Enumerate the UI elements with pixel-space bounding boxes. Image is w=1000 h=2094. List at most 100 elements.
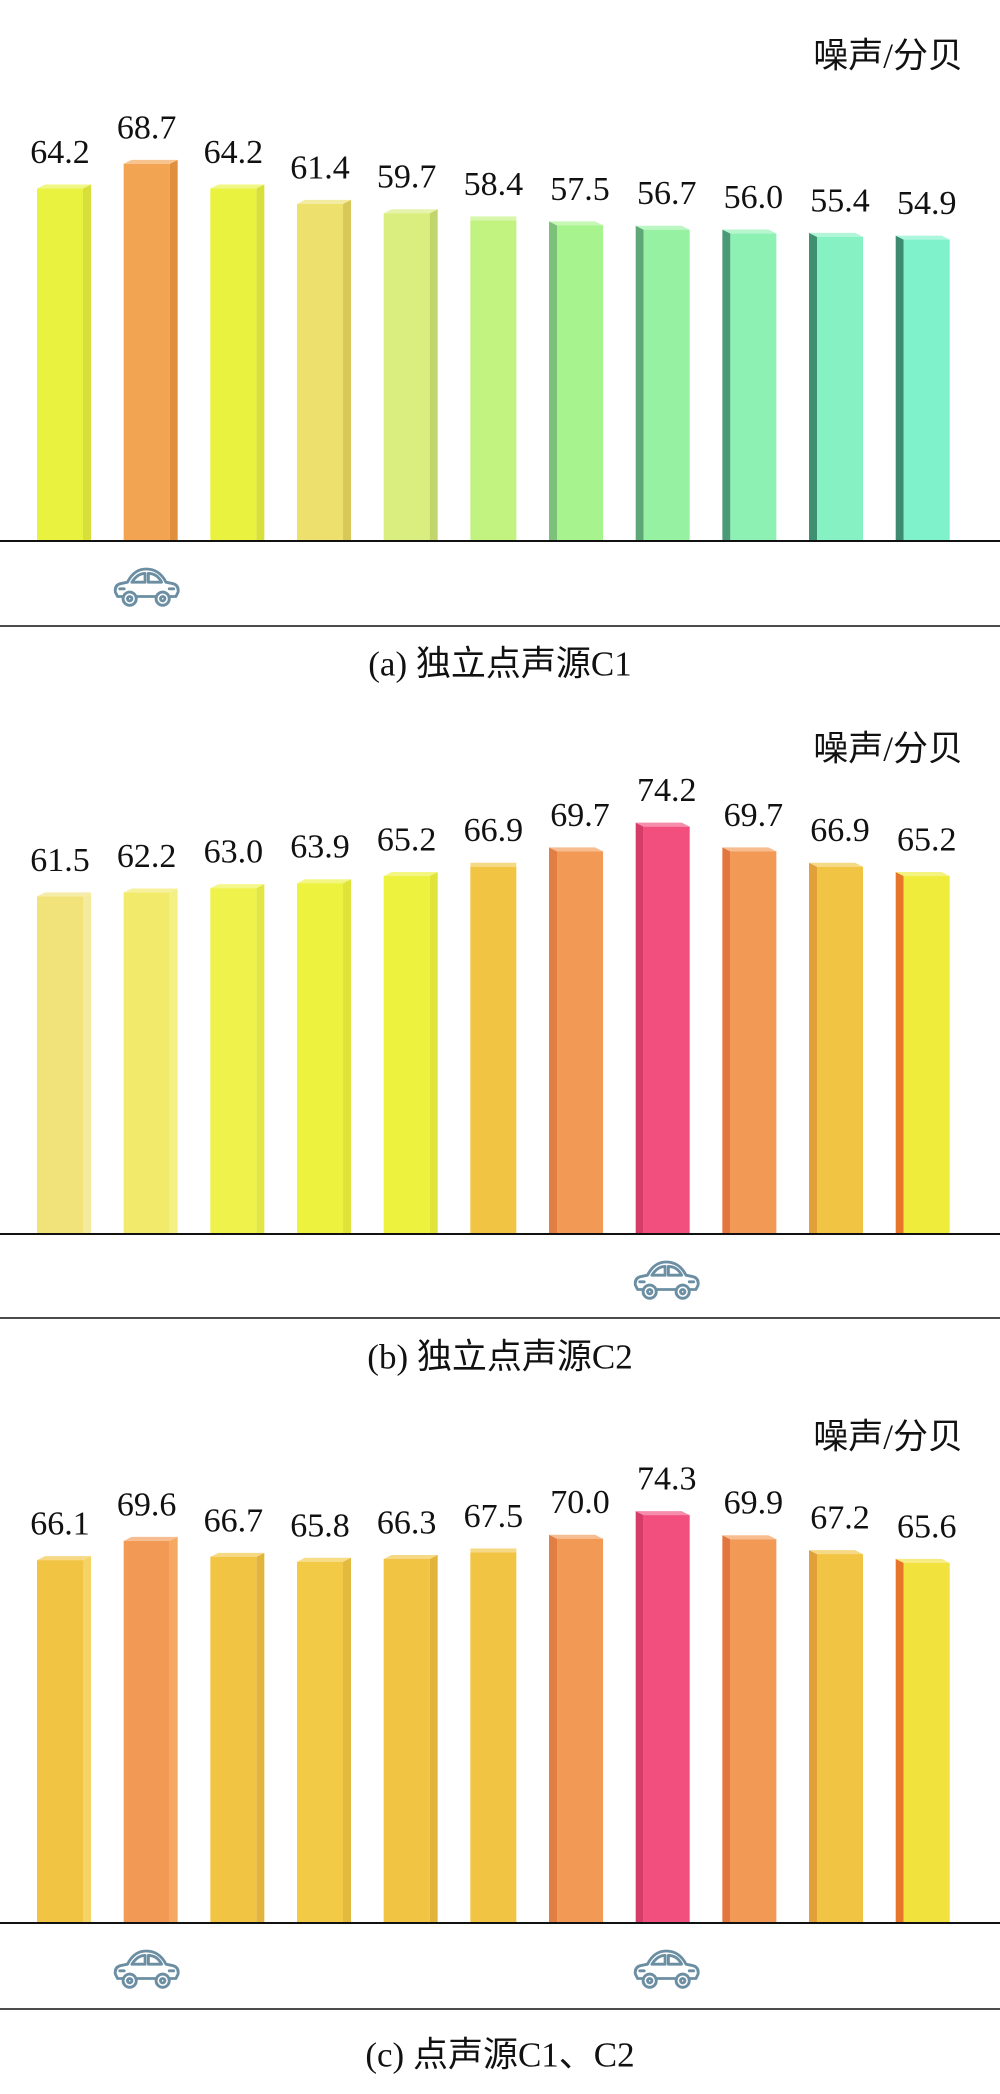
bar bbox=[37, 184, 91, 542]
y-unit-label: 噪声/分贝 bbox=[813, 1418, 963, 1457]
bar-top bbox=[383, 1555, 438, 1560]
bar-side bbox=[635, 1511, 644, 1923]
value-label: 55.4 bbox=[810, 182, 870, 219]
bar bbox=[210, 184, 265, 542]
bar bbox=[210, 884, 265, 1234]
bar-front bbox=[123, 1540, 170, 1923]
bar-front bbox=[817, 236, 864, 541]
bar-top bbox=[549, 847, 604, 852]
bar-chart-b: 噪声/分贝 61.5 62.2 63.0 63.9 65.2 66.9 69.7 74.2 69… bbox=[0, 730, 1000, 1377]
bar-top bbox=[470, 862, 517, 867]
bar-side bbox=[722, 1535, 731, 1923]
bar bbox=[123, 888, 178, 1234]
value-label: 66.3 bbox=[377, 1505, 437, 1542]
bar-top bbox=[809, 862, 864, 867]
value-label: 58.4 bbox=[464, 166, 524, 203]
bar-side bbox=[635, 822, 644, 1234]
bar bbox=[383, 872, 438, 1234]
bar bbox=[470, 1548, 517, 1923]
bar-side bbox=[722, 847, 731, 1234]
bar-front bbox=[383, 1559, 430, 1923]
bar bbox=[809, 1550, 864, 1923]
bar-front bbox=[470, 866, 517, 1234]
bar-top bbox=[722, 229, 777, 234]
bar-top bbox=[635, 225, 690, 230]
bar-chart-a: 噪声/分贝 64.2 68.7 64.2 61.4 59.7 58.4 57.5 56.7 56… bbox=[0, 37, 1000, 684]
bar-side bbox=[343, 879, 352, 1234]
bar-top bbox=[722, 1535, 777, 1540]
bar-side bbox=[809, 862, 818, 1234]
bar-front bbox=[730, 233, 777, 541]
bar bbox=[809, 862, 864, 1234]
value-label: 62.2 bbox=[117, 838, 177, 875]
panel-a: 噪声/分贝 64.2 68.7 64.2 61.4 59.7 58.4 57.5 56.7 56… bbox=[0, 0, 1000, 688]
value-label: 64.2 bbox=[30, 134, 90, 171]
bar-side bbox=[83, 184, 91, 542]
bar-top bbox=[895, 235, 950, 240]
value-label: 69.9 bbox=[724, 1485, 784, 1522]
car-icon bbox=[633, 1949, 700, 1989]
bar-front bbox=[643, 1515, 690, 1923]
bar bbox=[635, 822, 690, 1234]
bar bbox=[123, 159, 178, 541]
bar-top bbox=[722, 847, 777, 852]
bar-front bbox=[730, 1539, 777, 1923]
bar-top bbox=[383, 872, 438, 877]
caption: (c) 点声源C1、C2 bbox=[365, 2036, 634, 2075]
bar-side bbox=[256, 884, 265, 1234]
bar-side bbox=[83, 892, 91, 1234]
bar-top bbox=[549, 221, 604, 226]
bar-front bbox=[210, 1556, 257, 1923]
bar-front bbox=[37, 188, 83, 542]
value-label: 70.0 bbox=[550, 1484, 610, 1521]
bars bbox=[37, 822, 950, 1234]
bar-top bbox=[37, 184, 91, 189]
bar-side bbox=[256, 184, 265, 542]
bar bbox=[809, 232, 864, 541]
value-label: 59.7 bbox=[377, 159, 437, 196]
bar-top bbox=[297, 1557, 352, 1562]
bars bbox=[37, 159, 950, 542]
caption: (b) 独立点声源C2 bbox=[367, 1338, 632, 1377]
bar-front bbox=[730, 851, 777, 1234]
bar-front bbox=[383, 213, 430, 541]
value-label: 56.7 bbox=[637, 175, 697, 212]
value-label: 67.5 bbox=[464, 1498, 524, 1535]
car-icons bbox=[113, 1949, 700, 1989]
bar bbox=[37, 1556, 91, 1923]
bar bbox=[37, 892, 91, 1234]
bar bbox=[297, 199, 352, 541]
bar-top bbox=[470, 1548, 517, 1553]
value-label: 63.0 bbox=[204, 834, 264, 871]
bar-front bbox=[903, 1562, 950, 1923]
value-label: 65.6 bbox=[897, 1508, 957, 1545]
bar bbox=[549, 221, 604, 541]
car-icons bbox=[113, 567, 180, 607]
bar-top bbox=[895, 872, 950, 877]
bar-top bbox=[895, 1558, 950, 1563]
value-label: 74.2 bbox=[637, 772, 697, 809]
bar-side bbox=[169, 1536, 178, 1923]
bar-front bbox=[903, 876, 950, 1234]
value-label: 65.2 bbox=[897, 822, 957, 859]
bar-front bbox=[557, 851, 604, 1234]
bar-top bbox=[635, 822, 690, 827]
bar bbox=[123, 1536, 178, 1923]
value-label: 56.0 bbox=[724, 179, 784, 216]
value-label: 66.9 bbox=[810, 812, 870, 849]
bar bbox=[297, 879, 352, 1234]
bar-side bbox=[809, 232, 818, 541]
bar-front bbox=[37, 896, 83, 1234]
bar-front bbox=[297, 883, 344, 1234]
bar-side bbox=[169, 159, 178, 541]
value-label: 74.3 bbox=[637, 1461, 697, 1498]
bar-side bbox=[549, 1534, 558, 1923]
bar-front bbox=[383, 876, 430, 1234]
bar bbox=[635, 225, 690, 542]
bar-top bbox=[123, 159, 178, 164]
bar-front bbox=[210, 888, 257, 1234]
bar-front bbox=[297, 203, 344, 541]
y-unit-label: 噪声/分贝 bbox=[813, 37, 963, 76]
panel-c: 噪声/分贝 66.1 69.6 66.7 65.8 66.3 67.5 70.0 74.3 69… bbox=[0, 1381, 1000, 2086]
value-label: 65.8 bbox=[290, 1507, 350, 1544]
